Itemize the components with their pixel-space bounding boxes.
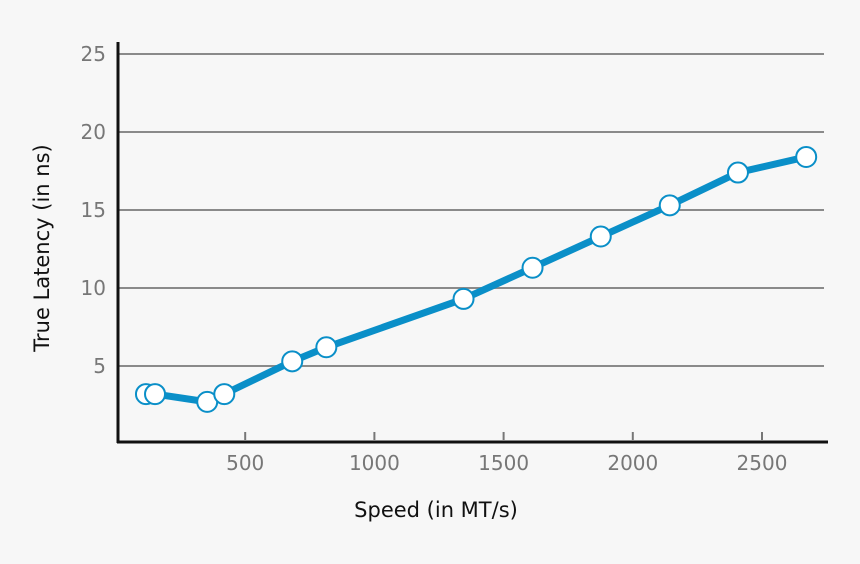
y-tick-label: 5 (93, 354, 106, 378)
data-point (589, 225, 612, 248)
data-point (521, 256, 544, 279)
y-tick-label: 10 (81, 276, 106, 300)
data-point (144, 383, 167, 406)
y-axis-label: True Latency (in ns) (30, 144, 54, 352)
data-point (726, 161, 749, 184)
y-tick-label: 15 (81, 198, 106, 222)
x-tick-label: 2500 (737, 451, 788, 475)
y-tick-label: 20 (81, 120, 106, 144)
x-tick-label: 2000 (607, 451, 658, 475)
x-tick-label: 500 (226, 451, 264, 475)
data-point (281, 350, 304, 373)
x-tick-label: 1500 (478, 451, 529, 475)
data-point (452, 287, 475, 310)
y-tick-label: 25 (81, 42, 106, 66)
data-point (315, 336, 338, 359)
data-point (658, 194, 681, 217)
x-tick-label: 1000 (349, 451, 400, 475)
data-point (795, 145, 818, 168)
data-point (213, 383, 236, 406)
x-axis-label: Speed (in MT/s) (354, 498, 518, 522)
